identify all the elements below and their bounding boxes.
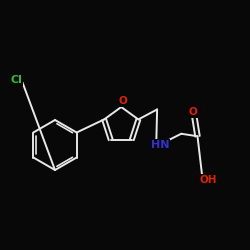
Text: OH: OH — [200, 175, 218, 185]
Text: O: O — [118, 96, 127, 106]
Text: HN: HN — [151, 140, 169, 150]
Text: Cl: Cl — [10, 75, 22, 85]
Text: O: O — [189, 107, 198, 117]
